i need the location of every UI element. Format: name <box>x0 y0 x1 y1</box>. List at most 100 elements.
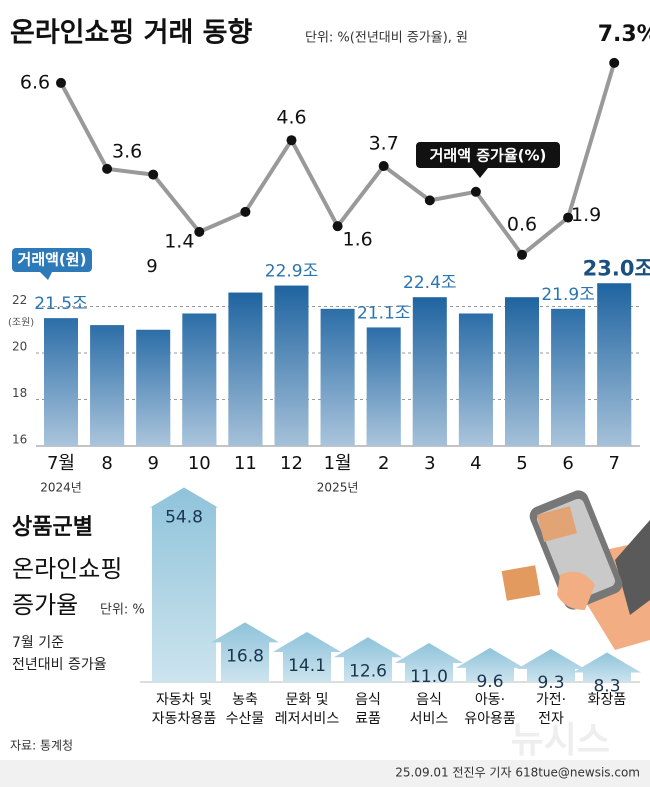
line-point <box>332 221 343 232</box>
arrow-value-label: 11.0 <box>410 667 448 687</box>
section-subtitle: 증가율 <box>12 591 78 619</box>
arrow-value-label: 8.3 <box>593 677 620 697</box>
arrow-shade <box>517 648 585 682</box>
line-point <box>286 135 297 146</box>
category-label: 유아용품 <box>464 711 516 727</box>
bar-shade <box>44 318 78 446</box>
x-tick-label: 5 <box>516 453 527 474</box>
category-label: 자동차 및 <box>156 692 212 708</box>
arrow-shade <box>150 487 218 682</box>
category-label: 서비스 <box>410 711 449 727</box>
line-value-label: 0.6 <box>507 213 537 235</box>
arrow-value-label: 16.8 <box>226 646 264 666</box>
x-tick-label: 1월 <box>324 453 352 474</box>
line-point <box>56 77 66 88</box>
line-value-label: 1.6 <box>342 229 372 251</box>
line-value-label: 6.6 <box>20 71 50 93</box>
line-point <box>148 169 159 180</box>
arrow-shade <box>211 622 279 682</box>
category-label: 전자 <box>538 711 564 727</box>
bar-value-label: 22.4조 <box>403 273 457 293</box>
category-label: 레저서비스 <box>275 711 340 727</box>
footer-band <box>0 760 650 787</box>
bar-value-label: 21.9조 <box>541 285 595 305</box>
category-label: 문화 및 <box>285 692 328 708</box>
legend-label: 거래액(원) <box>18 251 87 269</box>
category-label: 아동· <box>475 692 505 708</box>
bar-shade <box>182 313 217 446</box>
legend-label: 거래액 증가율(%) <box>430 147 547 165</box>
x-tick-label: 11 <box>234 453 257 474</box>
bar-shade <box>551 308 586 446</box>
category-label: 화장품 <box>588 692 627 708</box>
x-tick-label: 8 <box>101 453 112 474</box>
phone-illustration <box>501 490 650 650</box>
line-point <box>609 57 620 68</box>
x-tick-label: 7월 <box>47 453 75 474</box>
bar-shade <box>90 325 125 446</box>
category-label: 농축 <box>232 692 258 708</box>
year-label: 2025년 <box>317 481 359 495</box>
bar-shade <box>597 283 632 446</box>
y-unit: (조원) <box>8 317 34 329</box>
arrow-shade <box>573 652 641 682</box>
category-label: 료품 <box>355 711 381 727</box>
bar-shade <box>274 285 309 446</box>
bar-value-label: 21.5조 <box>34 294 88 314</box>
line-point <box>470 186 481 197</box>
bar-shade <box>228 292 263 446</box>
source: 자료: 통계청 <box>10 739 73 753</box>
x-tick-label: 4 <box>470 453 481 474</box>
arrow-value-label: 9.3 <box>537 673 564 693</box>
bar-value-label: 21.1조 <box>357 303 411 323</box>
year-label: 2024년 <box>40 481 82 495</box>
line-point <box>563 212 574 223</box>
watermark: 뉴시스 <box>511 720 610 761</box>
unit-note: 단위: %(전년대비 증가율), 원 <box>305 31 468 46</box>
y-tick-label: 16 <box>12 433 27 447</box>
bar-legend: 거래액(원) <box>12 248 92 280</box>
legend-pointer <box>472 168 488 178</box>
arrow-shade <box>273 631 341 682</box>
section-title: 상품군별 <box>12 515 93 540</box>
title: 온라인쇼핑 거래 동향 <box>10 18 253 49</box>
section-unit: 단위: % <box>100 603 145 618</box>
x-tick-label: 10 <box>188 453 211 474</box>
section-note: 7월 기준 <box>12 635 64 651</box>
category-label: 음식 <box>355 692 381 708</box>
category-label: 가전· <box>536 692 566 708</box>
bar-shade <box>505 297 539 446</box>
x-tick-label: 7 <box>608 453 619 474</box>
line-value-label: 1.9 <box>571 204 601 226</box>
arrow-shade <box>456 647 524 682</box>
bar-shade <box>412 297 447 446</box>
line-point <box>194 226 205 237</box>
line-point <box>424 195 435 206</box>
line-value-label: 4.6 <box>276 107 306 129</box>
legend-box <box>416 142 560 168</box>
credit: 25.09.01 전진우 기자 618tue@newsis.com <box>395 766 640 780</box>
line-value-label: 3.7 <box>369 132 399 154</box>
x-tick-label: 3 <box>424 453 435 474</box>
category-label: 수산물 <box>226 711 265 727</box>
category-label: 자동차용품 <box>152 711 217 727</box>
bar-shade <box>366 327 401 446</box>
annotation: 9 <box>146 256 157 277</box>
y-tick-label: 20 <box>12 340 27 354</box>
line-point <box>517 249 527 260</box>
bar-value-label: 22.9조 <box>265 262 319 282</box>
arrow-value-label: 12.6 <box>349 661 387 681</box>
y-tick-label: 22 <box>12 293 27 307</box>
x-tick-label: 2 <box>378 453 389 474</box>
arrow-value-label: 9.6 <box>476 672 503 692</box>
line-value-label: 7.3% <box>598 22 650 47</box>
bar-shade <box>458 313 493 446</box>
arrow-shade <box>395 642 463 682</box>
section-note: 전년대비 증가율 <box>12 657 107 673</box>
arrow-value-label: 54.8 <box>165 507 203 527</box>
category-label: 음식 <box>416 692 442 708</box>
bar-shade <box>136 329 171 446</box>
x-tick-label: 6 <box>562 453 573 474</box>
bar-value-label: 23.0조 <box>583 256 650 280</box>
